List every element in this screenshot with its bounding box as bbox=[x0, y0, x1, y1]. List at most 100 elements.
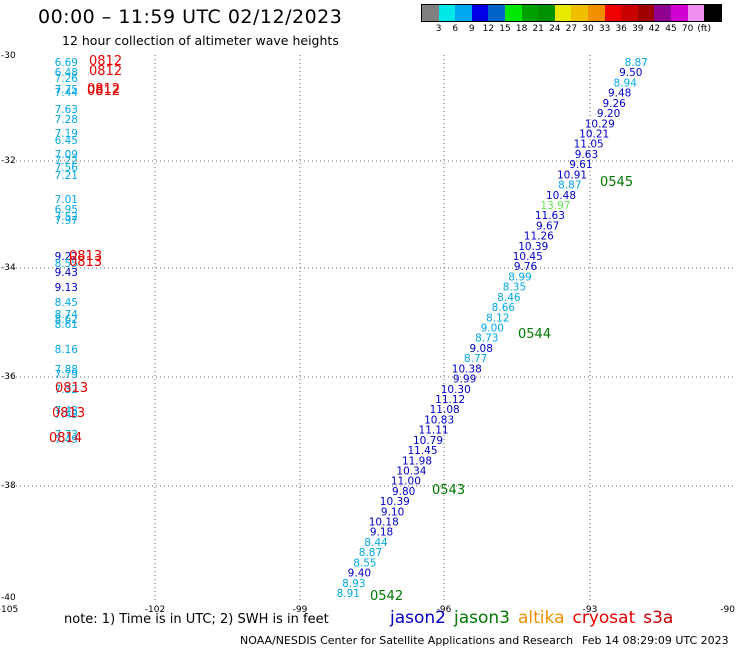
longitude-label: -93 bbox=[583, 605, 598, 615]
wave-height-value: 10.39 bbox=[518, 241, 548, 253]
legend-label: 27 bbox=[565, 24, 578, 34]
wave-height-value: 8.87 bbox=[359, 547, 382, 559]
legend-swatch bbox=[687, 5, 705, 21]
latitude-label: -40 bbox=[1, 593, 16, 603]
wave-height-value: 11.05 bbox=[574, 139, 604, 151]
wave-height-value: 6.69 bbox=[55, 57, 78, 69]
wave-height-value: 9.20 bbox=[597, 108, 620, 120]
pass-time-label: 0812 bbox=[87, 84, 120, 99]
map-grid bbox=[8, 55, 735, 603]
wave-height-value: 10.29 bbox=[585, 118, 615, 130]
wave-height-value: 9.18 bbox=[370, 527, 393, 539]
wave-height-value: 8.35 bbox=[503, 282, 526, 294]
wave-height-value: 7.09 bbox=[55, 149, 78, 161]
wave-height-value: 8.99 bbox=[508, 271, 531, 283]
wave-height-value: 7.28 bbox=[55, 114, 78, 126]
wave-height-value: 8.87 bbox=[558, 180, 581, 192]
wave-height-value: 6.95 bbox=[55, 204, 78, 216]
map-subtitle: 12 hour collection of altimeter wave hei… bbox=[62, 33, 339, 48]
wave-height-value: 8.94 bbox=[614, 77, 638, 89]
wave-height-value: 9.99 bbox=[453, 374, 476, 386]
wave-height-value: 8.74 bbox=[55, 309, 79, 321]
wave-height-value: 6.48 bbox=[55, 67, 78, 79]
latitude-label: -34 bbox=[1, 263, 16, 273]
wave-height-value: 9.26 bbox=[602, 98, 626, 110]
latitude-label: -32 bbox=[1, 156, 16, 166]
east-track-time-labels: 0545 0544 0543 0542 bbox=[370, 175, 633, 604]
satellite-cryosat: cryosat bbox=[572, 608, 636, 628]
wave-height-value: 11.26 bbox=[524, 231, 554, 243]
wave-height-value: 8.62 bbox=[55, 314, 78, 326]
legend-label: 33 bbox=[598, 24, 611, 34]
pass-time-label: 0812 bbox=[87, 82, 120, 97]
wave-height-value: 8.93 bbox=[342, 578, 365, 590]
wave-height-value: 11.63 bbox=[535, 210, 565, 222]
wave-height-value: 11.08 bbox=[430, 404, 460, 416]
wave-height-value: 7.44 bbox=[55, 87, 79, 99]
legend-swatch bbox=[654, 5, 671, 21]
west-altimeter-track: 6.696.487.267.757.44 7.637.28 7.196.45 7.09… bbox=[55, 57, 79, 446]
wave-height-value: 9.76 bbox=[514, 261, 538, 273]
legend-swatch bbox=[554, 5, 572, 21]
wave-height-value: 7.26 bbox=[55, 73, 79, 85]
wave-height-value: 10.21 bbox=[579, 128, 609, 140]
wave-height-value: 7.88 bbox=[55, 364, 78, 376]
legend-label: 36 bbox=[615, 24, 627, 34]
wave-height-value: 7.79 bbox=[55, 369, 78, 381]
legend-label: 39 bbox=[632, 24, 644, 34]
pass-time-label: 0544 bbox=[518, 327, 551, 342]
legend-label: 15 bbox=[499, 24, 511, 34]
wave-height-value: 10.45 bbox=[513, 251, 543, 263]
pass-time-label: 0813 bbox=[69, 249, 102, 264]
wave-height-value: 9.80 bbox=[392, 486, 415, 498]
latitude-tick-labels: -30 -32 -34 -36 -38 -40 bbox=[1, 51, 16, 603]
map-note: note: 1) Time is in UTC; 2) SWH is in fe… bbox=[64, 612, 329, 627]
wave-height-value: 10.34 bbox=[396, 465, 426, 477]
legend-swatch bbox=[471, 5, 489, 21]
pass-time-label: 0813 bbox=[69, 255, 102, 270]
legend-swatch bbox=[587, 5, 605, 21]
wave-height-value: 8.87 bbox=[625, 57, 648, 69]
latitude-label: -36 bbox=[1, 372, 16, 382]
longitude-tick-labels: -105 -102 -99 -96 -93 -90 bbox=[0, 605, 735, 615]
wave-height-value: 13.97 bbox=[540, 200, 570, 212]
wave-height-value: 8.66 bbox=[492, 302, 516, 314]
wave-height-value: 7.97 bbox=[55, 215, 78, 227]
legend-swatches bbox=[421, 4, 722, 22]
wave-height-value: 11.98 bbox=[402, 455, 432, 467]
legend-swatch bbox=[604, 5, 622, 21]
wave-height-value: 7.22 bbox=[55, 155, 78, 167]
wave-height-value: 7.49 bbox=[55, 434, 78, 446]
satellite-legend: jason2 jason3 altika cryosat s3a bbox=[390, 608, 681, 628]
wave-height-value: 10.48 bbox=[546, 190, 576, 202]
wave-height-value: 9.48 bbox=[608, 88, 631, 100]
wave-height-value: 7.49 bbox=[55, 409, 78, 421]
wave-height-value: 9.61 bbox=[569, 159, 592, 171]
wave-height-value: 7.73 bbox=[55, 429, 78, 441]
wave-height-value: 7.56 bbox=[55, 162, 79, 174]
satellite-jason2: jason2 bbox=[390, 608, 446, 628]
wave-height-value: 8.55 bbox=[353, 557, 376, 569]
credit-line: NOAA/NESDIS Center for Satellite Applica… bbox=[240, 634, 574, 647]
longitude-label: -105 bbox=[0, 605, 18, 615]
wave-height-value: 8.55 bbox=[55, 258, 78, 270]
wave-height-value: 11.12 bbox=[435, 394, 465, 406]
wave-height-value: 7.52 bbox=[55, 211, 78, 223]
legend-label: 42 bbox=[648, 24, 661, 34]
wave-height-value: 9.00 bbox=[481, 323, 504, 335]
latitude-label: -30 bbox=[1, 51, 16, 61]
pass-time-label: 0812 bbox=[89, 54, 122, 69]
map-title: 00:00 – 11:59 UTC 02/12/2023 bbox=[38, 6, 343, 28]
wave-height-value: 8.91 bbox=[337, 588, 360, 600]
wave-height-value: 8.45 bbox=[55, 297, 78, 309]
wave-height-value: 10.18 bbox=[369, 517, 399, 529]
legend-labels: 3 6 9 12 15 18 21 24 27 30 33 36 39 42 45 70 (ft) bbox=[421, 22, 722, 36]
wave-height-value: 7.75 bbox=[55, 84, 78, 96]
wave-height-value: 10.30 bbox=[441, 384, 471, 396]
pass-time-label: 0812 bbox=[89, 64, 122, 79]
legend-label: 45 bbox=[665, 24, 677, 34]
wave-height-value: 7.01 bbox=[55, 194, 78, 206]
wave-height-value: 8.44 bbox=[364, 537, 388, 549]
latitude-label: -38 bbox=[1, 481, 16, 491]
